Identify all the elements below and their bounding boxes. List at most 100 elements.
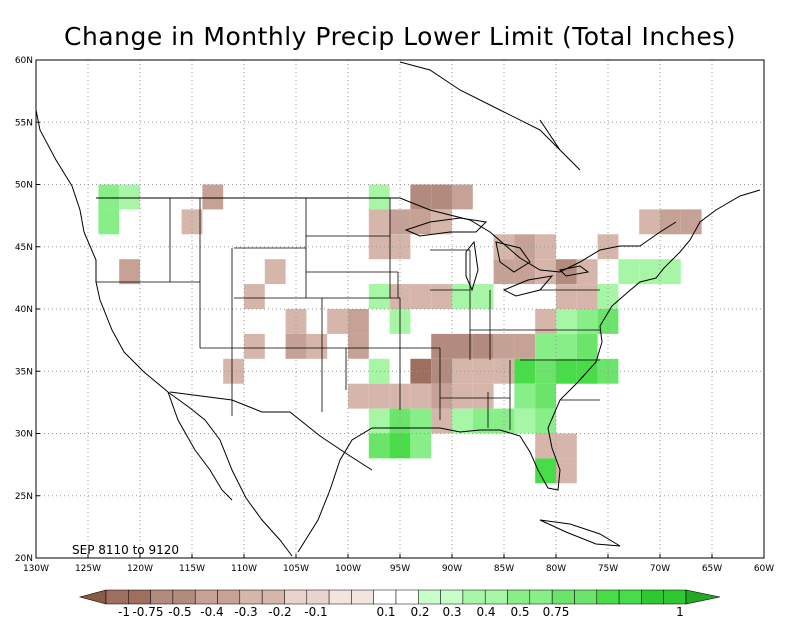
grid-cell (493, 333, 515, 359)
grid-cell (389, 209, 411, 235)
grid-cell (368, 184, 390, 210)
grid-cell (556, 458, 577, 484)
grid-cell (660, 209, 681, 235)
grid-cell (556, 284, 577, 309)
grid-cell (119, 184, 140, 210)
grid-cell (285, 333, 307, 359)
colorbar-label: -0.3 (234, 605, 257, 618)
colorbar-swatch (373, 589, 397, 605)
lon-tick-label: 110W (231, 564, 257, 574)
colorbar-swatch (618, 589, 642, 605)
grid-cell (472, 284, 494, 309)
colorbar-right-arrow (685, 589, 721, 605)
grid-cell (639, 209, 660, 235)
colorbar-swatch (507, 589, 531, 605)
grid-cell (181, 209, 203, 235)
grid-cell (452, 408, 473, 434)
grid-cell (327, 309, 348, 334)
grid-cell (368, 408, 390, 434)
lat-tick-label: 20N (15, 554, 33, 564)
lake-michigan (465, 240, 479, 292)
grid-cell (368, 284, 390, 309)
grid-cell (618, 259, 640, 285)
grid-cell (389, 408, 411, 434)
grid-cell (368, 209, 390, 235)
lon-tick-label: 100W (335, 564, 361, 574)
grid-cell (431, 383, 452, 409)
grid-cell (431, 184, 452, 210)
lake-erie (502, 275, 554, 297)
colorbar-swatch (194, 589, 218, 605)
canada-west-coastline (35, 109, 85, 233)
grid-cell (244, 284, 265, 309)
grid-cell (431, 358, 452, 384)
grid-cell (410, 184, 432, 210)
coastlines-and-borders (35, 61, 761, 557)
colorbar-label: -0.1 (304, 605, 327, 618)
colorbar-label: 0.4 (476, 605, 495, 618)
grid-cell (98, 184, 120, 210)
grid-cell (514, 383, 536, 409)
grid-cell (493, 259, 515, 285)
grid-cell (98, 209, 120, 235)
colorbar-swatch (418, 589, 441, 605)
colorbar-swatch (239, 589, 263, 605)
grid-cell (410, 209, 432, 235)
cuba-coast (539, 519, 621, 547)
us-canada-border (96, 197, 677, 273)
grid-cell (535, 309, 556, 334)
grid-cell (514, 408, 536, 434)
colorbar-swatch (261, 589, 285, 605)
grid-cell (431, 333, 452, 359)
grid-cell (535, 458, 556, 484)
grid-cell (556, 309, 577, 334)
colorbar-label: -1 (118, 605, 130, 618)
state-lines (96, 198, 600, 430)
lat-tick-label: 40N (15, 305, 33, 315)
colorbar-label: 0.75 (543, 605, 570, 618)
lon-tick-label: 65W (702, 564, 722, 574)
colorbar-swatch (172, 589, 196, 605)
colorbar-swatch (284, 589, 308, 605)
lon-tick-label: 70W (650, 564, 670, 574)
grid-cell (431, 408, 452, 434)
west-coastline (83, 231, 293, 557)
lat-tick-label: 60N (15, 56, 33, 66)
grid-cell (556, 358, 577, 384)
grid-cell (472, 333, 494, 359)
grid-cell (514, 333, 536, 359)
colorbar-swatch (217, 589, 241, 605)
grid-cell (535, 234, 556, 260)
east-coastline (547, 189, 761, 429)
grid-cell (535, 383, 556, 409)
grid-cell (660, 259, 681, 285)
grid-cell (535, 408, 556, 434)
colorbar-label: 1 (676, 605, 684, 618)
colorbar-label: -0.4 (200, 605, 223, 618)
grid-cell (368, 433, 390, 459)
grid-cell (348, 309, 369, 334)
colorbar-label: -0.5 (168, 605, 191, 618)
lon-tick-label: 95W (390, 564, 410, 574)
us-mexico-border (169, 391, 373, 471)
lon-tick-label: 125W (75, 564, 101, 574)
grid-cell (535, 333, 556, 359)
grid-cell (556, 259, 577, 285)
lon-tick-label: 80W (546, 564, 566, 574)
map-title: Change in Monthly Precip Lower Limit (To… (63, 22, 736, 51)
grid-cell (410, 383, 432, 409)
grid-cell (556, 433, 577, 459)
colorbar: -1 -0.75 -0.5 -0.4 -0.3 -0.2 -0.1 0.1 0.2 0.3 0.4 0… (78, 589, 721, 618)
colorbar-label: 0.5 (510, 605, 529, 618)
lat-tick-label: 45N (15, 243, 33, 253)
lon-tick-label: 75W (598, 564, 618, 574)
grid-cell (535, 358, 556, 384)
colorbar-swatch (306, 589, 330, 605)
colorbar-swatch (351, 589, 374, 605)
colorbar-swatch (484, 589, 508, 605)
grid-cell (431, 284, 452, 309)
grid-cell (368, 234, 390, 260)
grid-cell (452, 184, 473, 210)
